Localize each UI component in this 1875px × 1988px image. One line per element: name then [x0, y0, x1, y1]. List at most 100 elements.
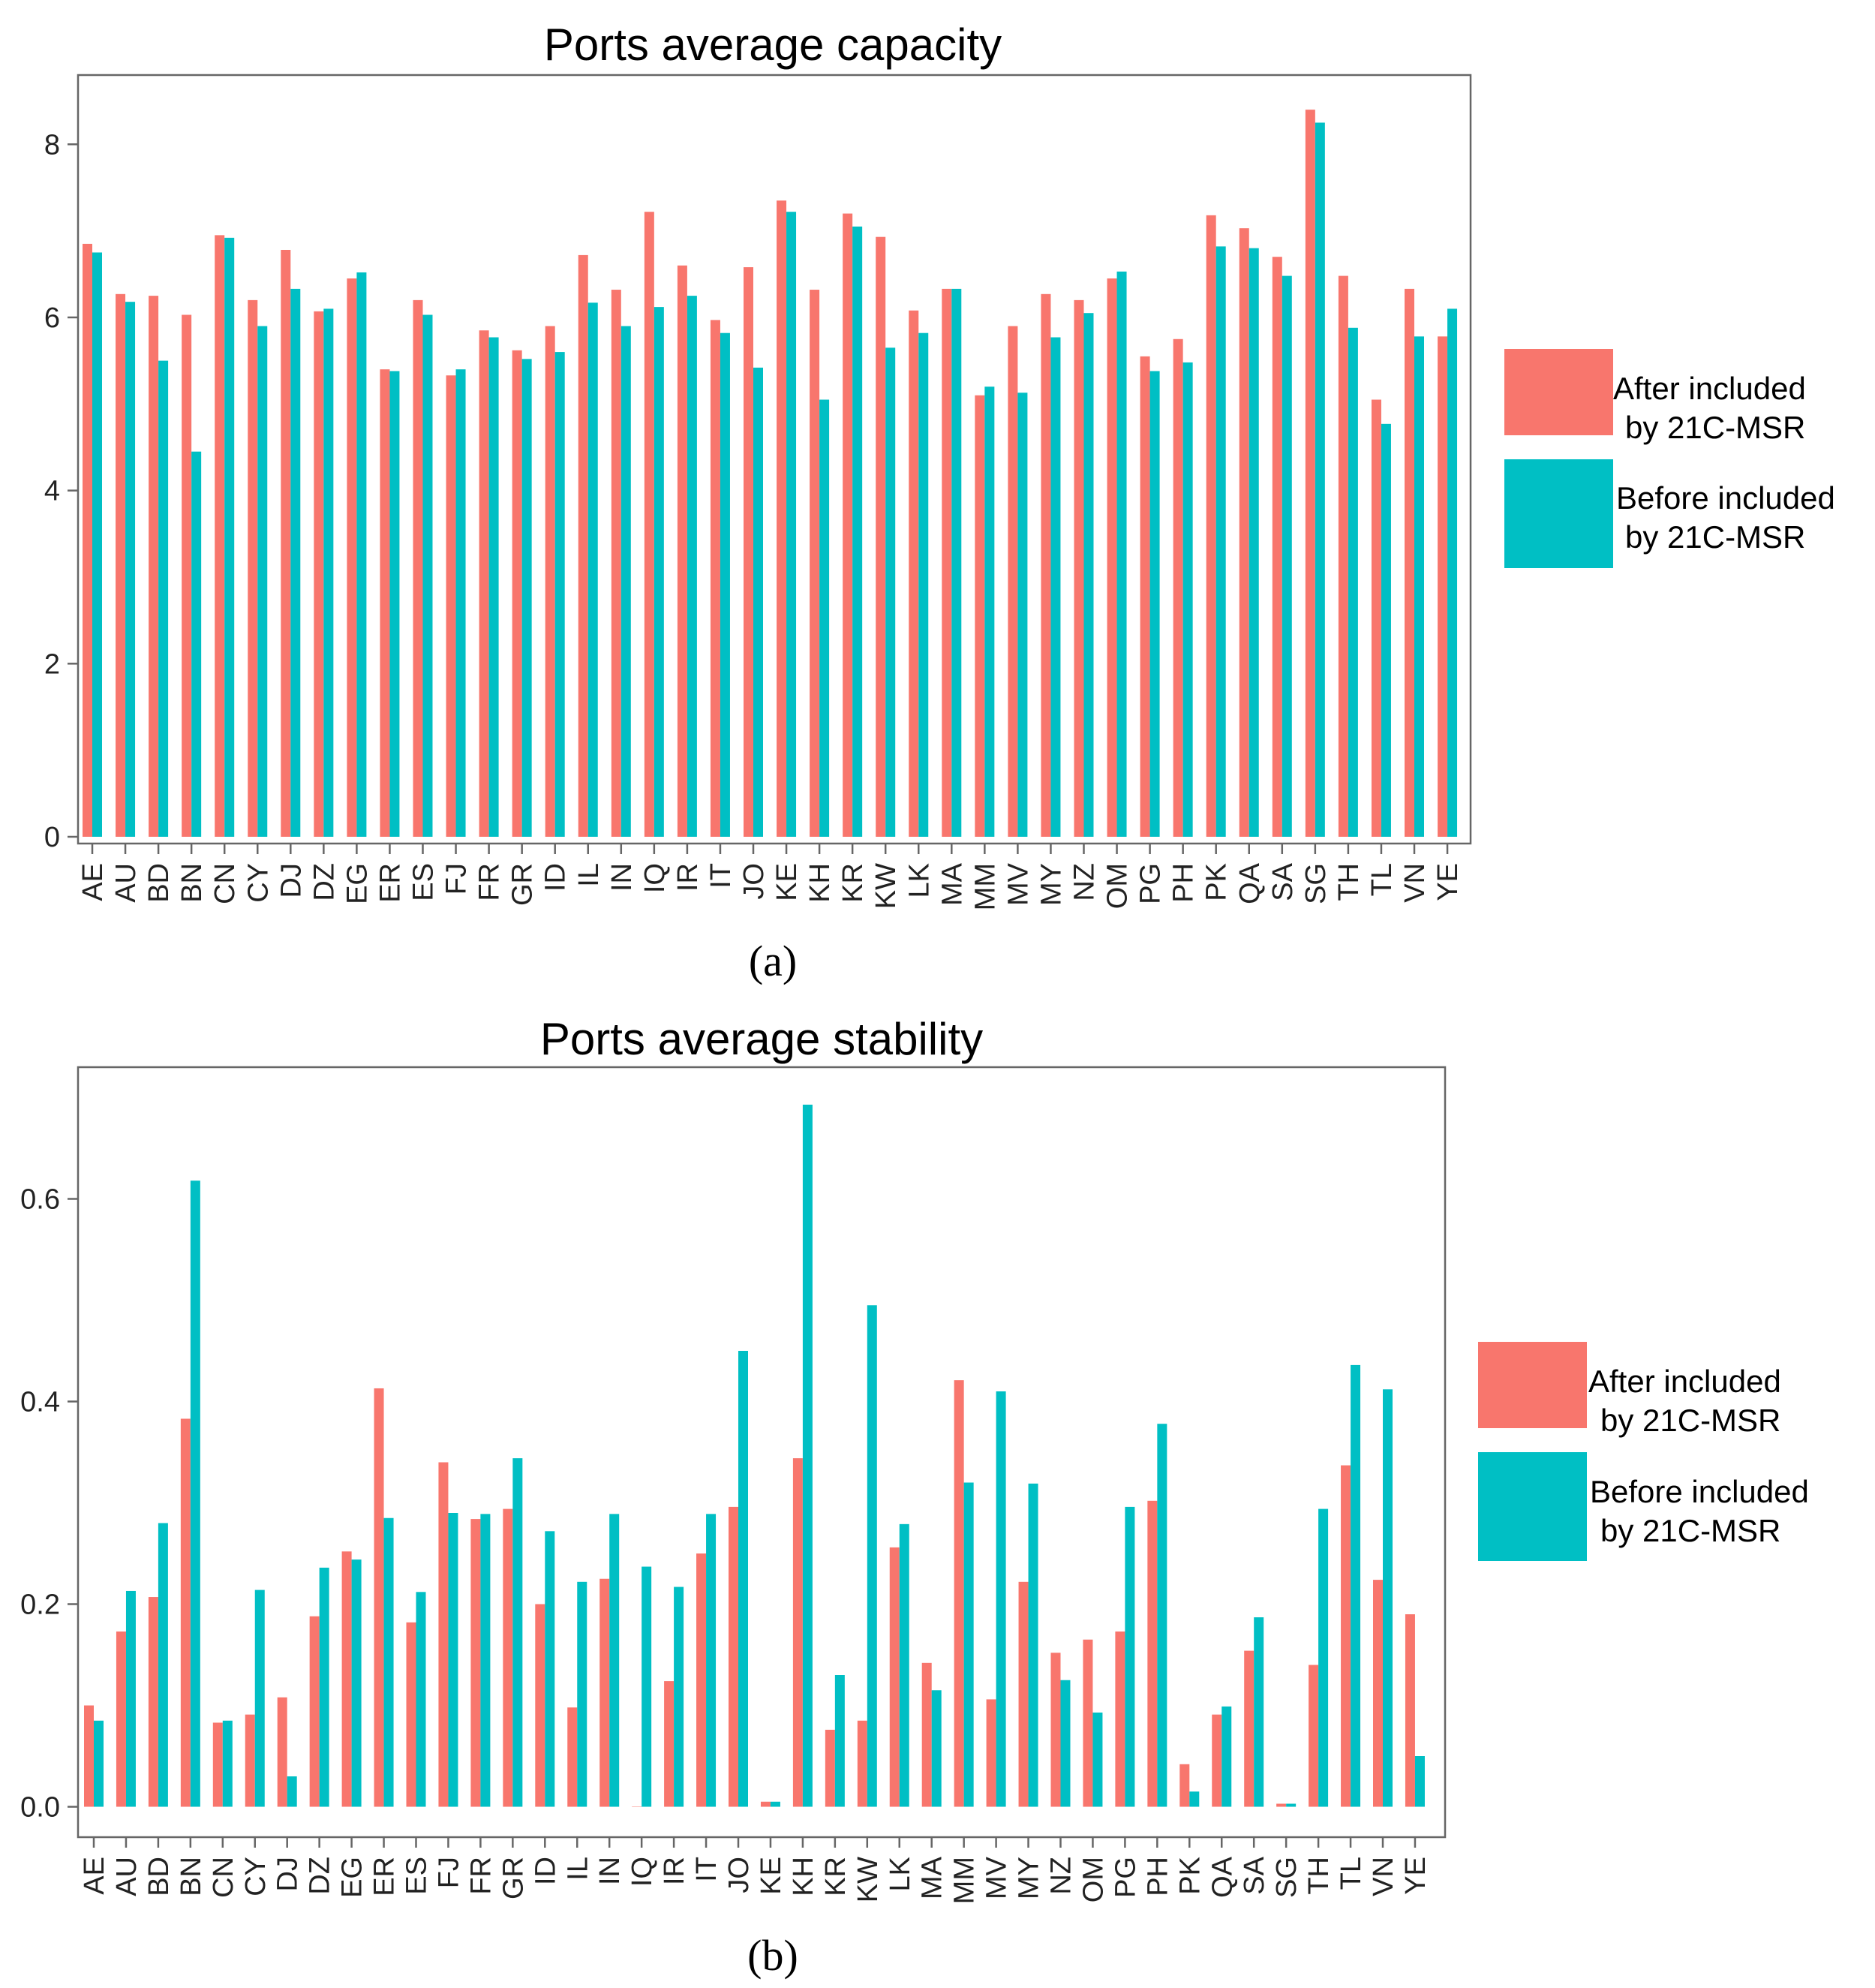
- bar-before-es: [422, 314, 433, 837]
- bar-after-ir: [664, 1681, 675, 1807]
- y-tick-label: 0.0: [20, 1792, 60, 1824]
- bar-before-dz: [319, 1567, 329, 1807]
- bar-after-kh: [792, 1458, 803, 1807]
- bar-after-dz: [314, 311, 324, 837]
- x-tick-label: DJ: [275, 863, 307, 898]
- bar-after-bd: [148, 1597, 158, 1807]
- bar-before-vn: [1414, 336, 1424, 837]
- bar-before-cy: [254, 1589, 265, 1807]
- legend-label-after-line1: After included: [1613, 371, 1806, 406]
- legend: After included by 21C-MSR Before include…: [1478, 1342, 1809, 1561]
- x-tick-label: LK: [903, 863, 935, 898]
- bar-before-om: [1116, 271, 1127, 837]
- legend-label-before-line2: by 21C-MSR: [1625, 519, 1805, 555]
- bar-before-my: [1028, 1483, 1038, 1807]
- bar-before-cn: [222, 1720, 233, 1807]
- x-tick-label: OM: [1102, 863, 1134, 909]
- bar-after-kh: [810, 290, 820, 838]
- bar-after-cy: [248, 299, 258, 837]
- bar-before-tl: [1381, 423, 1391, 837]
- legend-label-before-line1: Before included: [1616, 480, 1835, 516]
- bar-after-my: [1041, 293, 1051, 837]
- bars: [84, 1104, 1425, 1807]
- y-tick-label: 2: [44, 648, 60, 680]
- x-tick-label: IR: [672, 863, 704, 892]
- bar-after-fr: [479, 330, 489, 837]
- legend-key-before: [1478, 1452, 1587, 1561]
- caption-a: (a): [749, 937, 797, 985]
- bar-after-it: [710, 320, 720, 837]
- x-tick-label: PH: [1142, 1857, 1173, 1896]
- capacity-chart: Ports average capacity 0 2 4 6 8 AE AU BD BN CN C…: [44, 20, 1835, 985]
- bar-after-il: [567, 1707, 578, 1807]
- bar-before-jo: [738, 1351, 748, 1807]
- bar-after-mv: [986, 1699, 996, 1807]
- x-tick-label: ER: [374, 863, 406, 903]
- bar-after-om: [1107, 278, 1117, 837]
- bar-after-bn: [182, 314, 192, 837]
- caption-b: (b): [747, 1931, 798, 1980]
- bar-before-fj: [448, 1513, 458, 1807]
- bar-after-it: [696, 1553, 707, 1807]
- bar-before-ke: [786, 212, 797, 837]
- legend: After included by 21C-MSR Before include…: [1504, 349, 1835, 568]
- x-tick-label: FR: [465, 1857, 497, 1895]
- x-tick-label: IT: [691, 1857, 723, 1882]
- x-tick-label: MY: [1014, 1857, 1045, 1899]
- x-tick-label: KE: [771, 863, 803, 901]
- x-tick-label: OM: [1077, 1857, 1109, 1902]
- bar-before-es: [416, 1592, 426, 1807]
- bar-after-ye: [1438, 336, 1448, 837]
- x-tick-label: CN: [208, 1857, 239, 1898]
- y-tick-label: 0: [44, 822, 60, 853]
- bar-before-eg: [356, 272, 367, 837]
- bar-after-gr: [503, 1508, 513, 1807]
- x-tick-label: QA: [1206, 1856, 1238, 1898]
- x-tick-label: KR: [820, 1857, 852, 1896]
- bar-before-bn: [190, 1180, 200, 1807]
- bar-after-nz: [1050, 1653, 1061, 1807]
- bar-before-mm: [984, 386, 995, 837]
- bar-before-kw: [885, 347, 896, 837]
- bar-after-bd: [149, 296, 159, 837]
- legend-label-before-line2: by 21C-MSR: [1600, 1513, 1780, 1548]
- x-tick-label: MY: [1035, 863, 1067, 906]
- bar-after-cn: [215, 235, 225, 837]
- bar-before-gr: [521, 359, 532, 837]
- bar-after-om: [1083, 1639, 1093, 1807]
- x-tick-label: CY: [240, 1857, 272, 1896]
- bar-after-eg: [341, 1551, 352, 1807]
- bar-before-id: [554, 352, 565, 837]
- bar-before-kw: [867, 1305, 877, 1807]
- y-axis: 0 2 4 6 8: [44, 129, 78, 853]
- bar-before-ae: [92, 252, 102, 837]
- bar-after-fj: [446, 375, 456, 838]
- bar-before-er: [383, 1517, 394, 1807]
- bar-after-in: [599, 1578, 610, 1807]
- bar-before-ma: [951, 288, 962, 837]
- bar-before-pk: [1215, 246, 1226, 837]
- y-tick-label: 4: [44, 476, 60, 507]
- bar-before-sg: [1315, 122, 1325, 837]
- y-tick-label: 0.6: [20, 1184, 60, 1216]
- bar-before-nz: [1083, 313, 1094, 837]
- bar-after-nz: [1074, 299, 1084, 837]
- x-tick-label: KE: [756, 1857, 787, 1895]
- bar-after-ph: [1147, 1500, 1158, 1807]
- x-tick-label: NZ: [1069, 863, 1101, 901]
- bar-before-mv: [1017, 392, 1028, 837]
- x-tick-label: VN: [1399, 863, 1431, 903]
- bar-after-ke: [760, 1801, 771, 1807]
- x-tick-label: FJ: [441, 863, 473, 895]
- bar-after-gr: [512, 350, 522, 838]
- x-tick-label: CY: [242, 863, 274, 903]
- x-tick-label: SA: [1267, 862, 1299, 901]
- bar-before-kh: [802, 1104, 813, 1807]
- bar-before-au: [125, 302, 136, 837]
- bar-after-ye: [1405, 1614, 1415, 1807]
- legend-label-after-line2: by 21C-MSR: [1625, 410, 1805, 445]
- x-tick-label: PK: [1201, 863, 1233, 901]
- x-tick-label: QA: [1234, 862, 1266, 904]
- x-tick-label: FR: [474, 863, 506, 901]
